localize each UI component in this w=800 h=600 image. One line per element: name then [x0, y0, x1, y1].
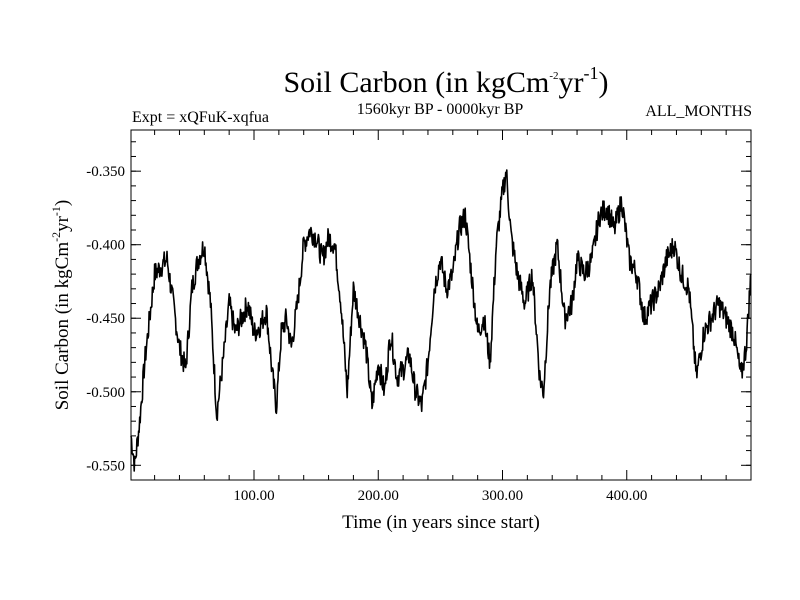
x-axis-ticks: 100.00 200.00 300.00 400.00 [154, 130, 727, 504]
y-tick-label: -0.500 [86, 385, 125, 401]
y-tick-label: -0.450 [86, 311, 125, 327]
subtitle-period: 1560kyr BP - 0000kyr BP [357, 101, 524, 118]
subtitle-months: ALL_MONTHS [645, 103, 752, 120]
series-line-soil-carbon [130, 169, 752, 472]
y-tick-label: -0.400 [86, 238, 125, 254]
x-tick-label: 400.00 [606, 488, 647, 504]
y-tick-label: -0.350 [86, 164, 125, 180]
chart-title: Soil Carbon (in kgCm-2yr-1) [283, 63, 608, 99]
x-tick-label: 200.00 [358, 488, 399, 504]
y-axis-label: Soil Carbon (in kgCm-2yr-1) [49, 200, 73, 411]
subtitle-experiment: Expt = xQFuK-xqfua [132, 109, 269, 126]
plot-frame [130, 129, 752, 481]
y-tick-label: -0.550 [86, 458, 125, 474]
x-tick-label: 100.00 [233, 488, 274, 504]
x-axis-label: Time (in years since start) [342, 512, 540, 533]
x-tick-label: 300.00 [482, 488, 523, 504]
y-axis-ticks: -0.550 -0.500 -0.450 -0.400 -0.350 [86, 141, 751, 474]
